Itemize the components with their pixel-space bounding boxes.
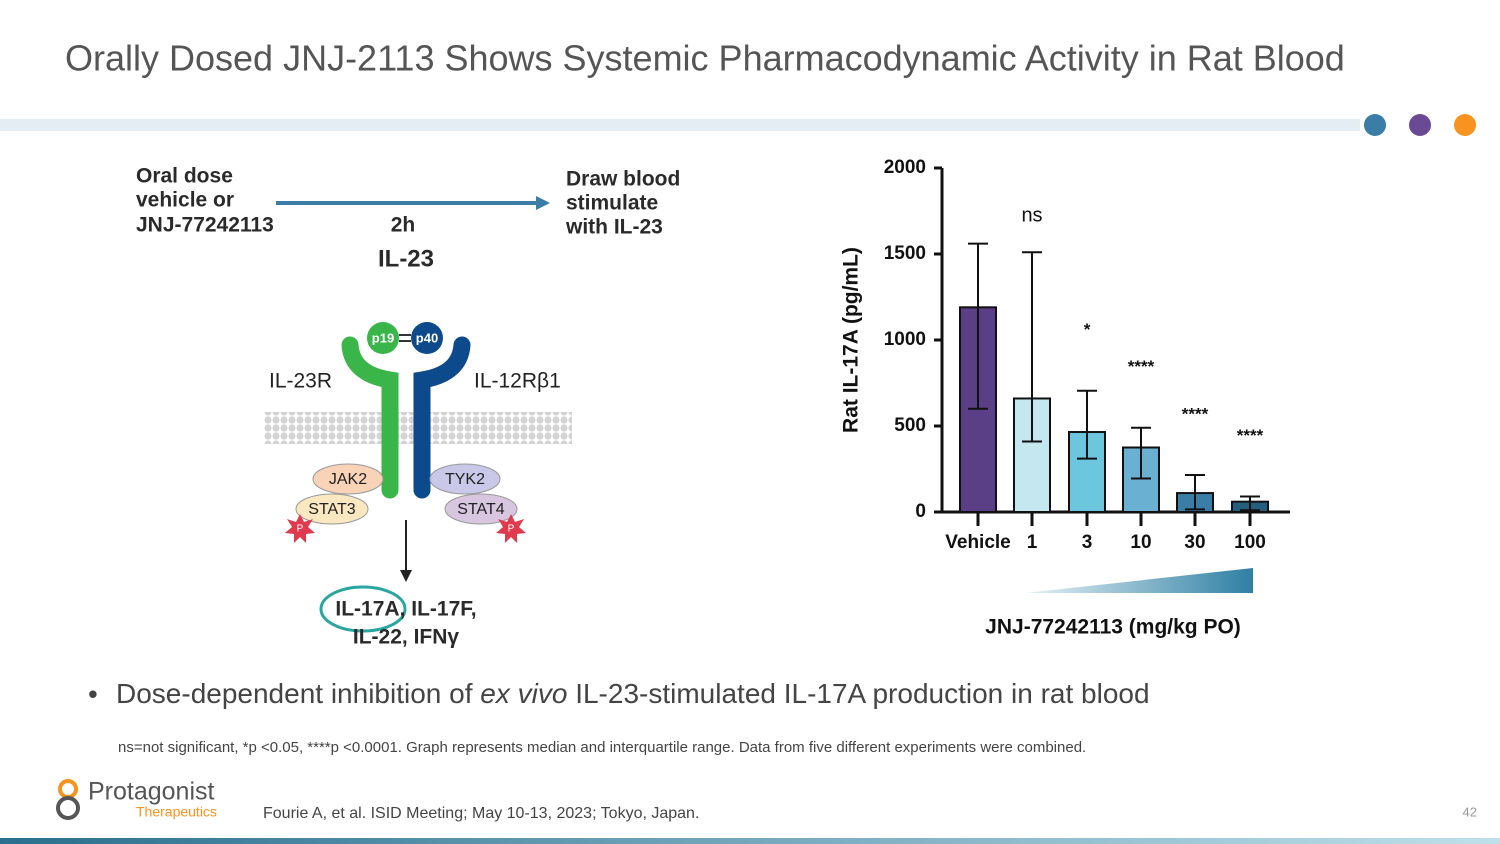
x-tick-label: 100 — [1234, 532, 1266, 553]
x-axis-label: JNJ-77242113 (mg/kg PO) — [985, 616, 1241, 639]
significance: **** — [1237, 426, 1264, 445]
y-tick-label: 0 — [915, 501, 926, 522]
time-label: 2h — [391, 214, 416, 237]
bullet: Dose-dependent inhibition of ex vivo IL-… — [116, 678, 1150, 709]
y-tick-label: 2000 — [884, 157, 926, 178]
phospho-label: P — [508, 524, 515, 535]
tyk2-label: TYK2 — [445, 471, 485, 488]
jak2 — [312, 463, 384, 495]
significance: ns — [1021, 205, 1042, 227]
receptor-il23r — [341, 336, 399, 499]
y-tick-label: 1000 — [884, 329, 926, 350]
dose-label: Oral dose — [136, 165, 233, 188]
p19 — [367, 322, 399, 354]
bullet-text: ex vivo — [480, 678, 567, 709]
footnote: ns=not significant, *p <0.05, ****p <0.0… — [118, 739, 1086, 756]
stat4 — [444, 493, 518, 525]
significance: **** — [1128, 357, 1155, 376]
logo-mark — [56, 796, 80, 820]
logo-mark — [58, 779, 78, 799]
citation: Fourie A, et al. ISID Meeting; May 10-13… — [263, 805, 699, 822]
phospho-label: P — [297, 524, 304, 535]
p40 — [411, 322, 443, 354]
outputs: IL-17A, IL-17F, — [335, 598, 476, 621]
logo-sub: Therapeutics — [136, 804, 217, 820]
jak2-label: JAK2 — [329, 471, 367, 488]
y-tick-label: 500 — [894, 415, 926, 436]
bullet-dot: • — [88, 678, 98, 709]
diagram: Oral dose vehicle or JNJ-77242113 2h Dra… — [136, 165, 680, 649]
draw-label: with IL-23 — [565, 216, 663, 239]
bullet-text: Dose-dependent inhibition of — [116, 678, 480, 709]
y-tick-label: 1500 — [884, 243, 926, 264]
x-tick-label: 30 — [1184, 532, 1205, 553]
bullet-text: IL-23-stimulated IL-17A production in ra… — [567, 678, 1149, 709]
p19-label: p19 — [372, 330, 394, 345]
phospho — [496, 514, 526, 543]
outputs: IL-22, IFNγ — [353, 626, 460, 649]
dot — [1409, 114, 1431, 136]
arrow-head — [400, 570, 412, 582]
footer-band — [0, 838, 1500, 844]
x-tick-label: Vehicle — [945, 532, 1011, 553]
highlight — [319, 585, 407, 633]
dot — [1364, 114, 1386, 136]
draw-label: stimulate — [566, 192, 658, 215]
receptor-label: IL-23R — [269, 370, 332, 393]
logo-name: Protagonist — [88, 778, 215, 806]
ligand-label: IL-23 — [378, 245, 434, 272]
receptor-il12rb1 — [413, 336, 471, 499]
x-tick-label: 3 — [1082, 532, 1093, 553]
significance: **** — [1182, 405, 1209, 424]
dose-label: vehicle or — [136, 189, 234, 212]
x-tick-label: 10 — [1130, 532, 1151, 553]
phospho — [285, 514, 315, 543]
dot — [1454, 114, 1476, 136]
tyk2 — [429, 463, 501, 495]
slide-title: Orally Dosed JNJ-2113 Shows Systemic Pha… — [65, 38, 1345, 79]
stat3-label: STAT3 — [308, 501, 356, 518]
page-number: 42 — [1463, 804, 1477, 819]
significance: * — [1084, 320, 1091, 339]
stat4-label: STAT4 — [457, 501, 505, 518]
logo: Protagonist Therapeutics — [56, 778, 217, 820]
y-axis-label: Rat IL-17A (pg/mL) — [840, 247, 863, 433]
dose-gradient — [1025, 568, 1253, 593]
p40-label: p40 — [416, 330, 438, 345]
draw-label: Draw blood — [566, 168, 680, 191]
bar-chart: Rat IL-17A (pg/mL) JNJ-77242113 (mg/kg P… — [840, 157, 1290, 639]
x-tick-label: 1 — [1027, 532, 1038, 553]
arrow-head — [536, 196, 550, 210]
stat3 — [295, 493, 369, 525]
receptor-label: IL-12Rβ1 — [474, 370, 561, 393]
dose-label: JNJ-77242113 — [136, 214, 274, 237]
header-band — [0, 119, 1360, 131]
